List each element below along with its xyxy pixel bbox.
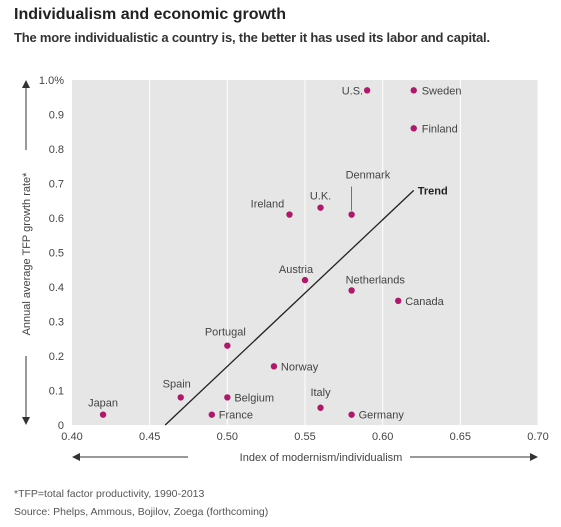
x-axis-title-group: Index of modernism/individualism xyxy=(72,452,538,464)
point-japan xyxy=(99,411,107,418)
chart-title: Individualism and economic growth xyxy=(14,6,287,23)
y-axis-ticks: 0 0.1 0.2 0.3 0.4 0.5 0.6 0.7 0.8 0.9 1.0% xyxy=(39,75,64,432)
x-axis-arrowhead-left xyxy=(72,453,80,461)
point-label-belgium: Belgium xyxy=(234,392,274,404)
x-tick-label: 0.45 xyxy=(139,431,160,443)
x-tick-label: 0.50 xyxy=(217,431,238,443)
y-tick-label: 1.0% xyxy=(39,75,64,87)
x-tick-label: 0.60 xyxy=(372,431,393,443)
point-label-sweden: Sweden xyxy=(422,85,462,97)
y-tick-label: 0.4 xyxy=(49,282,64,294)
trend-label: Trend xyxy=(418,185,448,197)
x-tick-label: 0.55 xyxy=(294,431,315,443)
point-u-s xyxy=(363,87,371,94)
point-label-u-s: U.S. xyxy=(342,85,363,97)
point-finland xyxy=(410,125,417,132)
footnote: *TFP=total factor productivity, 1990-201… xyxy=(14,488,205,500)
y-tick-label: 0.1 xyxy=(49,386,64,398)
point-labels: U.S. Sweden Finland Denmark U.K. Ireland Austr… xyxy=(88,85,461,421)
point-label-ireland: Ireland xyxy=(251,199,285,211)
point-label-spain: Spain xyxy=(163,378,191,390)
trend-line xyxy=(164,189,415,426)
point-ireland xyxy=(286,211,293,218)
point-italy xyxy=(317,404,324,411)
point-label-u-k: U.K. xyxy=(310,191,331,203)
point-portugal xyxy=(224,342,231,349)
point-label-japan: Japan xyxy=(88,398,118,410)
point-belgium xyxy=(224,394,231,401)
y-axis-title: Annual average TFP growth rate* xyxy=(21,172,33,336)
point-netherlands xyxy=(348,287,355,294)
point-label-italy: Italy xyxy=(310,387,331,399)
x-axis-arrowhead-right xyxy=(530,453,538,461)
point-spain xyxy=(177,394,184,401)
x-tick-label: 0.70 xyxy=(527,431,548,443)
y-tick-label: 0 xyxy=(58,420,64,432)
x-axis-ticks: 0.40 0.45 0.50 0.55 0.60 0.65 0.70 xyxy=(61,431,548,443)
point-label-finland: Finland xyxy=(422,123,458,135)
point-germany xyxy=(348,411,355,418)
point-france xyxy=(208,411,215,418)
point-label-france: France xyxy=(219,410,253,422)
grid-lines xyxy=(149,80,539,425)
point-label-norway: Norway xyxy=(281,361,319,373)
point-label-denmark: Denmark xyxy=(346,170,391,182)
y-tick-label: 0.7 xyxy=(49,179,64,191)
point-austria xyxy=(301,276,309,284)
point-label-germany: Germany xyxy=(359,410,405,422)
y-tick-label: 0.8 xyxy=(49,144,64,156)
data-points xyxy=(99,87,417,418)
y-axis-title-group: Annual average TFP growth rate* xyxy=(21,80,33,425)
point-denmark xyxy=(348,211,355,218)
x-tick-label: 0.40 xyxy=(61,431,82,443)
y-axis-arrowhead-bottom xyxy=(22,417,30,425)
y-tick-label: 0.9 xyxy=(49,110,64,122)
x-tick-label: 0.65 xyxy=(450,431,471,443)
point-sweden xyxy=(410,87,417,94)
y-tick-label: 0.3 xyxy=(49,317,64,329)
point-label-netherlands: Netherlands xyxy=(346,274,406,286)
point-u-k xyxy=(317,204,324,211)
y-tick-label: 0.6 xyxy=(49,213,64,225)
point-canada xyxy=(395,297,402,304)
source-note: Source: Phelps, Ammous, Bojilov, Zoega (… xyxy=(14,506,269,518)
point-label-canada: Canada xyxy=(405,296,444,308)
point-norway xyxy=(270,363,278,370)
y-tick-label: 0.2 xyxy=(49,351,64,363)
point-label-portugal: Portugal xyxy=(205,327,246,339)
x-axis-title: Index of modernism/individualism xyxy=(240,452,403,464)
chart-subtitle: The more individualistic a country is, t… xyxy=(14,30,490,45)
point-label-austria: Austria xyxy=(279,264,314,276)
y-tick-label: 0.5 xyxy=(49,248,64,260)
scatter-chart: 00.10.20.30.40.50.60.70.80.91.0% 0.40 0.4… xyxy=(21,75,549,464)
y-axis-arrowhead-top xyxy=(22,80,30,88)
